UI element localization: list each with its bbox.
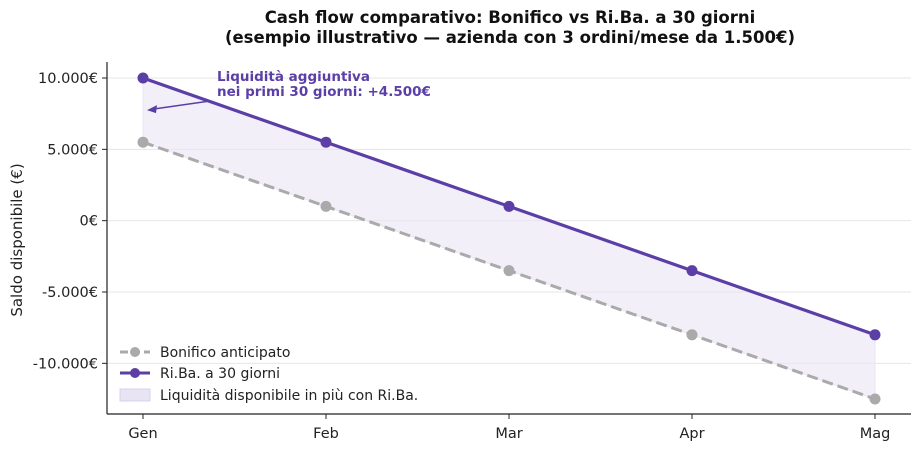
annotation-arrow-line bbox=[152, 100, 211, 110]
x-tick-label: Mar bbox=[495, 426, 522, 442]
data-point-bonifico bbox=[503, 265, 515, 277]
data-point-riba bbox=[503, 200, 515, 212]
data-point-bonifico bbox=[869, 393, 881, 405]
data-point-bonifico bbox=[320, 200, 332, 212]
data-point-riba bbox=[686, 265, 698, 277]
annotation-line2: nei primi 30 giorni: +4.500€ bbox=[217, 84, 431, 100]
x-tick-label: Gen bbox=[128, 426, 157, 442]
data-point-riba bbox=[137, 72, 149, 84]
data-point-bonifico bbox=[137, 136, 149, 148]
chart-title-line2: (esempio illustrativo — azienda con 3 or… bbox=[225, 28, 795, 47]
legend-label-bonifico: Bonifico anticipato bbox=[160, 345, 290, 361]
data-point-riba bbox=[320, 136, 332, 148]
y-tick-label: 5.000€ bbox=[47, 142, 98, 158]
y-axis-label: Saldo disponibile (€) bbox=[8, 163, 26, 316]
annotation: Liquidità aggiuntiva nei primi 30 giorni… bbox=[147, 69, 431, 114]
legend: Bonifico anticipato Ri.Ba. a 30 giorni Liq… bbox=[119, 345, 418, 404]
tick-labels: 10.000€ 5.000€ 0€ -5.000€ -10.000€ Gen Feb Mar A… bbox=[33, 71, 891, 442]
legend-label-riba: Ri.Ba. a 30 giorni bbox=[160, 366, 280, 382]
legend-marker-bonifico bbox=[130, 347, 140, 357]
x-tick-label: Feb bbox=[313, 426, 339, 442]
chart-title-line1: Cash flow comparativo: Bonifico vs Ri.Ba… bbox=[265, 8, 756, 27]
y-tick-label: 10.000€ bbox=[38, 71, 98, 87]
data-point-riba bbox=[869, 329, 881, 341]
legend-marker-riba bbox=[130, 368, 140, 378]
legend-swatch-fill bbox=[119, 388, 151, 402]
x-tick-label: Mag bbox=[860, 426, 891, 442]
series-points bbox=[137, 72, 881, 405]
legend-label-fill: Liquidità disponibile in più con Ri.Ba. bbox=[160, 388, 418, 404]
axes bbox=[102, 62, 911, 419]
y-tick-label: -10.000€ bbox=[33, 356, 98, 372]
annotation-arrow-head bbox=[147, 105, 157, 114]
x-tick-label: Apr bbox=[679, 426, 704, 442]
y-tick-label: 0€ bbox=[80, 214, 98, 230]
y-tick-label: -5.000€ bbox=[42, 285, 98, 301]
data-point-bonifico bbox=[686, 329, 698, 341]
annotation-line1: Liquidità aggiuntiva bbox=[217, 69, 370, 85]
